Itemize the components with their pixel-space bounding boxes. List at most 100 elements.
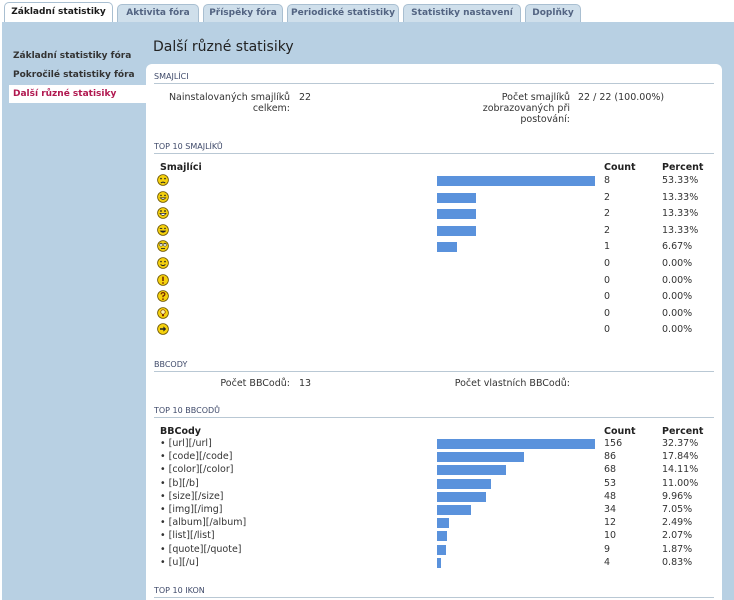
smiley-count: 1 [604,241,611,253]
bbcode-percent: 1.87% [662,543,693,555]
sidebar-item-pokrocile-statistiky-fora[interactable]: Pokročilé statistiky fóra [9,66,146,84]
tab-zakladni-statistiky[interactable]: Základní statistiky [4,2,113,22]
bbcode-label: • [quote][/quote] [160,543,242,555]
bbcode-count: 68 [604,464,617,476]
grin-face-icon [157,190,169,203]
bbcode-row: • [img][/img] 34 7.05% [154,504,714,521]
installed-smileys-label: Nainstalovaných smajlíků celkem: [168,92,290,114]
smiley-percent: 13.33% [662,224,699,236]
smiley-row: 0 0.00% [154,288,714,305]
smile-face-icon [157,257,169,269]
shown-smileys-value: 22 / 22 (100.00%) [578,92,665,103]
smiley-row: 1 6.67% [154,238,714,255]
custom-bbcode-label: Počet vlastních BBCodů: [454,378,570,389]
bbcode-count: 86 [604,451,617,463]
smiley-count: 0 [604,291,611,303]
sidebar: Základní statistiky fóra Pokročilé stati… [9,47,146,104]
bbcode-percent: 17.84% [662,451,699,463]
smiley-bar [437,209,476,220]
smiley-percent: 0.00% [662,307,693,319]
bbcode-count: 48 [604,490,617,502]
sidebar-item-zakladni-statistiky-fora[interactable]: Základní statistiky fóra [9,47,146,65]
bbcode-bar [437,439,595,449]
section-heading-top-smajliku: TOP 10 SMAJLÍKŮ [154,142,714,154]
bbcode-row: • [size][/size] 48 9.96% [154,491,714,508]
smiley-count: 8 [604,175,611,186]
bbcode-row: • [color][/color] 68 14.11% [154,464,714,481]
page-title: Další různé statisiky [153,39,294,55]
smiley-row: 0 0.00% [154,255,714,272]
smiley-percent: 0.00% [662,291,693,303]
bbcode-count: 156 [604,438,623,449]
smiley-count: 2 [604,191,611,203]
bbcode-label: • [code][/code] [160,451,233,463]
smiley-bar [437,242,457,253]
bbcode-count-label: Počet BBCodů: [220,378,290,389]
column-header-smajlici: Smajlíci [160,162,202,173]
sad-face-icon [157,174,169,186]
shown-smileys-label: Počet smajlíků zobrazovaných při postová… [482,92,570,125]
bbcode-label: • [b][/b] [160,477,199,489]
bbcode-bar [437,491,486,502]
smiley-percent: 13.33% [662,208,699,220]
smiley-bar [437,192,476,203]
exclamation-icon [157,273,169,286]
smiley-count: 0 [604,324,611,336]
bbcode-percent: 2.07% [662,530,693,542]
section-heading-smajlici: SMAJLÍCI [154,72,714,84]
bbcode-label: • [img][/img] [160,504,223,515]
bbcode-bar [437,478,491,489]
bbcode-label: • [list][/list] [160,530,215,542]
smiley-percent: 53.33% [662,175,699,186]
column-header-bb-percent: Percent [662,426,704,437]
section-heading-top-bbcodu: TOP 10 BBCODŮ [154,406,714,418]
wink-face-icon [157,223,169,236]
bbcode-label: • [u][/u] [160,556,199,568]
bbcode-row: • [code][/code] 86 17.84% [154,451,714,468]
smiley-row: 0 0.00% [154,272,714,289]
bbcode-count: 10 [604,530,617,542]
bbcode-bar [437,544,446,555]
tab-statistiky-nastaveni[interactable]: Statistiky nastavení [403,4,521,22]
arrow-icon [157,323,169,336]
bbcode-label: • [album][/album] [160,517,247,529]
bbcode-count-value: 13 [299,378,312,389]
tab-bar: Základní statistiky Aktivita fóra Příspě… [0,0,734,22]
bbcode-label: • [size][/size] [160,490,224,502]
column-header-count: Count [604,162,636,173]
smiley-count: 2 [604,224,611,236]
tab-aktivita-fora[interactable]: Aktivita fóra [117,4,199,22]
installed-smileys-value: 22 [299,92,312,103]
bbcode-bar [437,465,506,476]
smiley-row: 0 0.00% [154,305,714,322]
smiley-percent: 6.67% [662,241,693,253]
column-header-percent: Percent [662,162,704,173]
smiley-percent: 13.33% [662,191,699,203]
bbcode-bar [437,518,449,529]
bbcode-row: • [url][/url] 156 32.37% [154,438,714,455]
bbcode-percent: 11.00% [662,477,699,489]
smiley-count: 0 [604,274,611,286]
bbcode-count: 34 [604,504,617,515]
bbcode-percent: 7.05% [662,504,693,515]
bbcode-label: • [color][/color] [160,464,234,476]
smiley-row: 0 0.00% [154,321,714,338]
bbcode-count: 4 [604,556,611,568]
bbcode-count: 12 [604,517,617,529]
smiley-row: 2 13.33% [154,222,714,239]
bbcode-bar [437,505,471,515]
tab-prispeky-fora[interactable]: Příspěky fóra [203,4,283,22]
bbcode-label: • [url][/url] [160,438,212,449]
smiley-count: 0 [604,258,611,269]
smiley-percent: 0.00% [662,324,693,336]
section-heading-bbcody: BBCODY [154,360,714,372]
tab-doplnky[interactable]: Doplňky [525,4,581,22]
bbcode-bar [437,452,524,463]
smiley-row: 2 13.33% [154,189,714,206]
section-heading-top-ikon: TOP 10 IKON [154,586,714,598]
bbcode-row: • [b][/b] 53 11.00% [154,478,714,495]
smiley-bar [437,176,595,186]
sidebar-item-dalsi-ruzne-statisiky[interactable]: Další různé statisiky [9,85,146,103]
smiley-percent: 0.00% [662,274,693,286]
tab-periodicke-statistiky[interactable]: Periodické statistiky [287,4,399,22]
